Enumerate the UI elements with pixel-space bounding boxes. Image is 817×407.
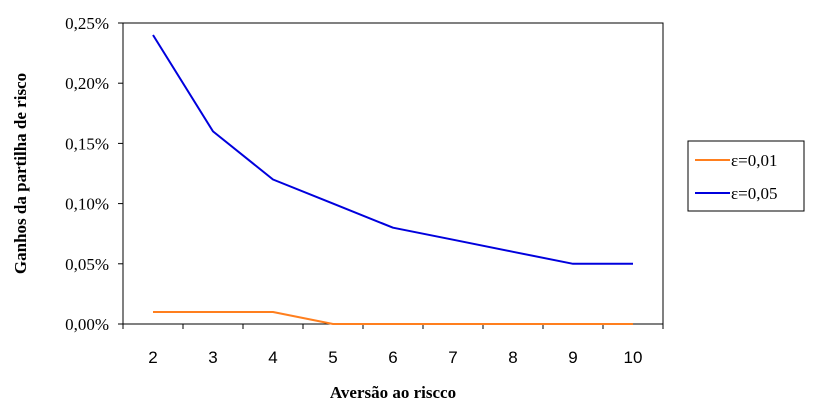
x-tick-label: 6 bbox=[388, 348, 397, 367]
y-tick-label: 0,15% bbox=[65, 134, 109, 153]
y-tick-label: 0,05% bbox=[65, 255, 109, 274]
x-tick-label: 10 bbox=[624, 348, 643, 367]
y-tick-label: 0,00% bbox=[65, 315, 109, 334]
x-tick-label: 4 bbox=[268, 348, 277, 367]
series-line-1 bbox=[153, 311, 633, 325]
x-axis-title: Aversão ao riscco bbox=[330, 383, 456, 402]
y-axis: 0,00% 0,05% 0,10% 0,15% 0,20% 0,25% bbox=[65, 14, 123, 334]
plot-area bbox=[122, 22, 664, 325]
y-tick-label: 0,25% bbox=[65, 14, 109, 33]
x-tick-label: 7 bbox=[448, 348, 457, 367]
series-layer bbox=[152, 34, 633, 325]
x-tick-label: 3 bbox=[208, 348, 217, 367]
y-axis-title: Ganhos da partilha de risco bbox=[11, 73, 30, 274]
legend: ε=0,01 ε=0,05 bbox=[687, 140, 805, 212]
x-tick-label: 9 bbox=[568, 348, 577, 367]
legend-label: ε=0,05 bbox=[731, 184, 777, 203]
legend-label: ε=0,01 bbox=[731, 151, 777, 170]
series-line-2 bbox=[152, 34, 633, 265]
y-tick-label: 0,10% bbox=[65, 195, 109, 214]
y-tick-label: 0,20% bbox=[65, 74, 109, 93]
x-tick-label: 5 bbox=[328, 348, 337, 367]
x-tick-label: 2 bbox=[148, 348, 157, 367]
legend-box bbox=[687, 140, 805, 212]
x-axis: 2 3 4 5 6 7 8 9 10 bbox=[122, 324, 664, 367]
x-tick-label: 8 bbox=[508, 348, 517, 367]
